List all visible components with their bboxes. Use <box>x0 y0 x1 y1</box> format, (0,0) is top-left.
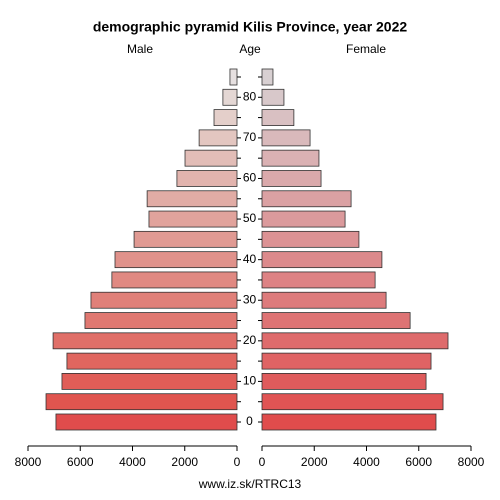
y-tick-label: 40 <box>243 252 257 266</box>
bar <box>45 393 238 411</box>
bar <box>111 271 238 289</box>
bar <box>261 190 352 208</box>
bar <box>261 109 295 126</box>
bar <box>52 332 238 350</box>
bar <box>261 68 274 86</box>
bar <box>261 312 411 329</box>
y-tick-label: 0 <box>246 414 253 428</box>
bar <box>146 190 238 208</box>
bar <box>261 291 387 309</box>
axis-title: Age <box>239 42 261 56</box>
x-tick-label: 4000 <box>353 455 380 469</box>
x-tick-label: 2000 <box>301 455 328 469</box>
source: www.iz.sk/RTRC13 <box>198 477 302 491</box>
x-tick-label: 2000 <box>171 455 198 469</box>
bar <box>261 251 383 269</box>
y-tick-label: 80 <box>243 89 257 103</box>
chart-title: demographic pyramid Kilis Province, year… <box>93 19 408 35</box>
x-tick-label: 6000 <box>67 455 94 469</box>
x-tick-label: 6000 <box>405 455 432 469</box>
bar <box>261 88 285 106</box>
bar <box>261 332 449 350</box>
x-tick-label: 0 <box>259 455 266 469</box>
bar <box>261 129 311 147</box>
x-tick-label: 4000 <box>119 455 146 469</box>
bar <box>261 210 346 228</box>
series-header: Female <box>346 42 386 56</box>
bar <box>229 68 238 86</box>
y-tick-label: 20 <box>243 333 257 347</box>
bar <box>222 88 238 106</box>
bar <box>66 352 238 370</box>
bar <box>261 373 427 390</box>
bar <box>261 271 376 289</box>
x-tick-label: 8000 <box>458 455 485 469</box>
bar <box>261 413 437 431</box>
y-tick-label: 70 <box>243 130 257 144</box>
bar <box>55 413 238 431</box>
bar <box>61 373 238 390</box>
bar <box>198 129 238 147</box>
series-header: Male <box>127 42 153 56</box>
bar <box>90 291 238 309</box>
x-tick-label: 0 <box>234 455 241 469</box>
bar <box>84 312 238 329</box>
y-tick-label: 30 <box>243 292 257 306</box>
bar <box>133 230 238 248</box>
bar <box>261 393 444 411</box>
y-tick-label: 10 <box>243 374 257 388</box>
x-tick-label: 8000 <box>15 455 42 469</box>
bar <box>261 149 320 167</box>
y-tick-label: 50 <box>243 211 257 225</box>
bar <box>213 109 238 126</box>
bar <box>176 170 238 187</box>
bar <box>261 170 322 187</box>
bar <box>148 210 238 228</box>
bar <box>261 230 360 248</box>
bar <box>184 149 238 167</box>
bar <box>261 352 432 370</box>
y-tick-label: 60 <box>243 171 257 185</box>
bar <box>114 251 238 269</box>
